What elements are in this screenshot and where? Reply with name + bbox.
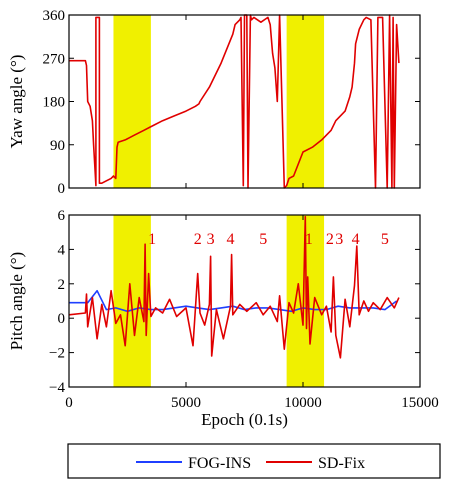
annotation-label: 1 <box>305 231 313 248</box>
annotation-label: 3 <box>335 231 343 248</box>
x-tick-label: 15000 <box>401 395 439 411</box>
y-tick-label: −2 <box>49 346 65 362</box>
y-tick-label: 180 <box>43 95 66 111</box>
series-line-sd-fix <box>69 14 400 189</box>
highlight-band-2 <box>286 15 325 188</box>
annotation-label: 4 <box>352 231 360 248</box>
y-tick-label: 2 <box>58 277 66 293</box>
annotation-label: 3 <box>207 231 215 248</box>
y-axis-label: Pitch angle (°) <box>7 252 26 350</box>
y-axis-label: Yaw angle (°) <box>7 55 26 149</box>
y-tick-label: 6 <box>58 208 66 224</box>
annotation-label: 2 <box>326 231 334 248</box>
y-tick-label: 0 <box>58 311 66 327</box>
annotation-label: 1 <box>148 231 156 248</box>
legend-label-fog-ins: FOG-INS <box>188 455 251 472</box>
axes-frame <box>68 214 421 388</box>
series-line-sd-fix <box>68 215 400 359</box>
annotation-label: 5 <box>381 231 389 248</box>
highlight-band-1 <box>113 15 151 188</box>
y-tick-label: 4 <box>58 242 66 258</box>
annotation-label: 5 <box>259 231 267 248</box>
annotation-label: 4 <box>226 231 234 248</box>
legend: FOG-INS SD-Fix <box>67 443 441 479</box>
x-tick-label: 5000 <box>171 395 201 411</box>
legend-box <box>67 443 441 479</box>
legend-label-sd-fix: SD-Fix <box>318 455 365 472</box>
y-tick-label: 360 <box>43 8 66 24</box>
y-tick-label: 0 <box>58 181 66 197</box>
y-tick-label: −4 <box>49 380 65 396</box>
x-axis-label: Epoch (0.1s) <box>201 410 288 429</box>
annotation-label: 2 <box>194 231 202 248</box>
x-tick-label: 10000 <box>284 395 322 411</box>
pitch-panel: −4 −2 0 2 4 6 0 5000 10000 15000 Pitch angle (°) Ep… <box>7 208 439 429</box>
y-tick-label: 270 <box>43 51 66 67</box>
y-tick-label: 90 <box>50 138 65 154</box>
x-tick-label: 0 <box>65 395 73 411</box>
yaw-panel: 0 90 180 270 360 Yaw angle (°) <box>7 8 421 197</box>
